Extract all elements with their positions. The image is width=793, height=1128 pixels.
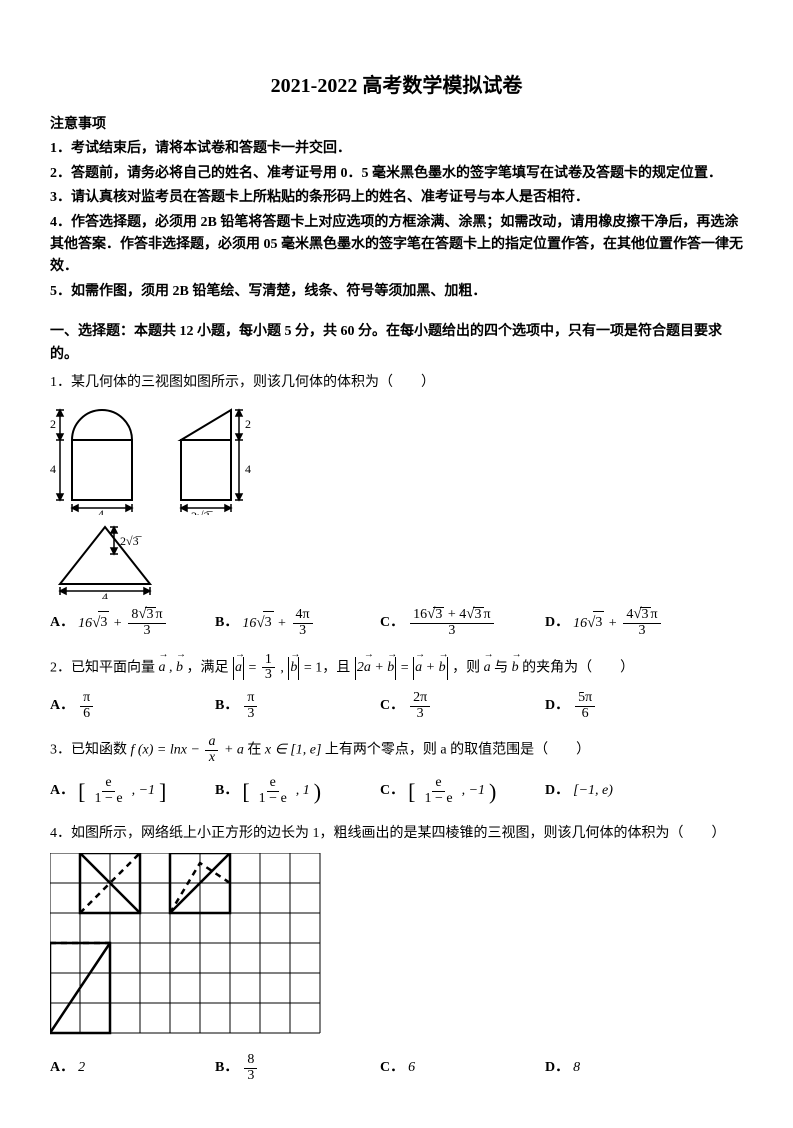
svg-text:4: 4 (98, 507, 104, 515)
section-1-intro: 一、选择题：本题共 12 小题，每小题 5 分，共 60 分。在每小题给出的四个… (50, 321, 743, 366)
q1-view-front: 2 4 4 (50, 400, 145, 515)
q2-opt-d: D． 5π6 (545, 691, 710, 721)
page-title: 2021-2022 高考数学模拟试卷 (50, 70, 743, 102)
q2-opt-b: B． π3 (215, 691, 380, 721)
notice-item-1: 1．考试结束后，请将本试卷和答题卡一并交回． (50, 138, 743, 160)
q1-view-top: 2√3̅ 4 (50, 519, 170, 599)
q3-opt-b: B． [ e1 − e , 1 ) (215, 774, 380, 809)
q3-opt-c: C． [ e1 − e , −1 ) (380, 774, 545, 809)
svg-text:4: 4 (102, 590, 108, 599)
notice-item-4: 4．作答选择题，必须用 2B 铅笔将答题卡上对应选项的方框涂满、涂黑；如需改动，… (50, 212, 743, 279)
q1-stem: 1．某几何体的三视图如图所示，则该几何体的体积为（ ） (50, 372, 743, 394)
q1-opt-d: D． 163 + 43π3 (545, 607, 710, 638)
q1-view-side: 2 4 2√3̅ (159, 400, 269, 515)
q4-opt-b: B． 83 (215, 1053, 380, 1083)
q2-options: A． π6 B． π3 C． 2π3 D． 5π6 (50, 691, 743, 721)
notice-item-5: 5．如需作图，须用 2B 铅笔绘、写清楚，线条、符号等须加黑、加粗． (50, 281, 743, 303)
q1-opt-c: C． 163 + 43π3 (380, 607, 545, 638)
q4-opt-a: A．2 (50, 1053, 215, 1083)
q3-opt-a: A． [ e1 − e , −1 ] (50, 774, 215, 809)
q3-stem: 3．已知函数 f (x) = lnx − ax + a 在 x ∈ [1, e]… (50, 735, 743, 765)
q4-opt-d: D．8 (545, 1053, 710, 1083)
svg-text:4: 4 (245, 462, 251, 476)
q2-opt-a: A． π6 (50, 691, 215, 721)
q4-options: A．2 B． 83 C．6 D．8 (50, 1053, 743, 1083)
q4-figure (50, 853, 743, 1043)
q1-figures: 2 4 4 2 4 2√3̅ (50, 400, 743, 515)
svg-text:2: 2 (50, 417, 56, 431)
q2-stem: 2．已知平面向量 a , b ，满足 a = 13 , b = 1，且 2a +… (50, 653, 743, 683)
svg-text:2√3̅: 2√3̅ (120, 534, 143, 548)
notice-item-2: 2．答题前，请务必将自己的姓名、准考证号用 0．5 毫米黑色墨水的签字笔填写在试… (50, 163, 743, 185)
q1-opt-a: A． 163 + 83π3 (50, 607, 215, 638)
q4-opt-c: C．6 (380, 1053, 545, 1083)
svg-text:2√3̅: 2√3̅ (191, 509, 214, 515)
svg-text:4: 4 (50, 462, 56, 476)
q1-figure-top: 2√3̅ 4 (50, 519, 743, 599)
q4-stem: 4．如图所示，网络纸上小正方形的边长为 1，粗线画出的是某四棱锥的三视图，则该几… (50, 823, 743, 845)
notice-header: 注意事项 (50, 114, 743, 136)
q3-opt-d: D． [−1, e) (545, 774, 710, 809)
svg-text:2: 2 (245, 417, 251, 431)
q2-opt-c: C． 2π3 (380, 691, 545, 721)
q1-options: A． 163 + 83π3 B． 163 + 4π3 C． 163 + 43π3… (50, 607, 743, 638)
q1-opt-b: B． 163 + 4π3 (215, 607, 380, 638)
notice-item-3: 3．请认真核对监考员在答题卡上所粘贴的条形码上的姓名、准考证号与本人是否相符． (50, 187, 743, 209)
q3-options: A． [ e1 − e , −1 ] B． [ e1 − e , 1 ) C． … (50, 774, 743, 809)
